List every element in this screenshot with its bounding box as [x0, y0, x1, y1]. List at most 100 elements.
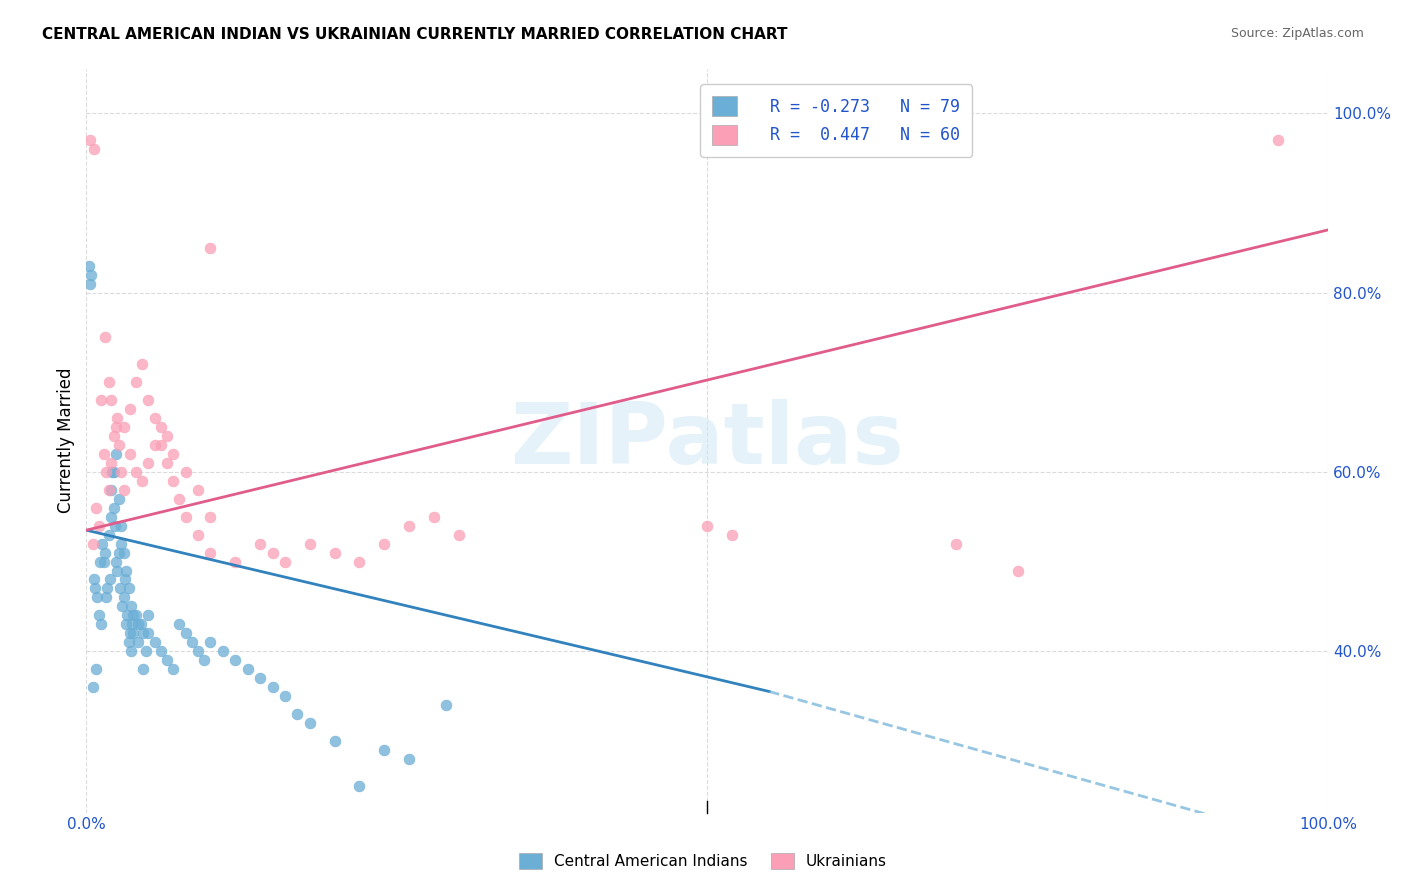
Point	[105, 555, 128, 569]
Point	[89, 555, 111, 569]
Point	[200, 241, 222, 255]
Point	[93, 555, 115, 569]
Point	[200, 509, 222, 524]
Point	[262, 680, 284, 694]
Point	[129, 617, 152, 632]
Point	[149, 644, 172, 658]
Point	[156, 653, 179, 667]
Point	[83, 573, 105, 587]
Point	[97, 527, 120, 541]
Point	[120, 644, 142, 658]
Point	[132, 626, 155, 640]
Point	[108, 582, 131, 596]
Point	[84, 662, 107, 676]
Point	[349, 555, 371, 569]
Point	[107, 545, 129, 559]
Point	[77, 259, 100, 273]
Point	[103, 429, 125, 443]
Point	[138, 456, 160, 470]
Point	[156, 456, 179, 470]
Point	[120, 599, 142, 614]
Point	[398, 518, 420, 533]
Point	[94, 545, 117, 559]
Point	[100, 509, 122, 524]
Point	[87, 608, 110, 623]
Point	[212, 644, 235, 658]
Point	[80, 268, 103, 282]
Point	[117, 582, 139, 596]
Point	[423, 509, 446, 524]
Point	[287, 706, 309, 721]
Y-axis label: Currently Married: Currently Married	[58, 368, 75, 513]
Point	[143, 635, 166, 649]
Point	[103, 500, 125, 515]
Point	[349, 779, 371, 793]
Point	[98, 573, 121, 587]
Legend:   R = -0.273   N = 79,   R =  0.447   N = 60: R = -0.273 N = 79, R = 0.447 N = 60	[700, 84, 972, 157]
Point	[323, 734, 346, 748]
Point	[110, 536, 132, 550]
Point	[249, 536, 271, 550]
Point	[131, 474, 153, 488]
Point	[143, 411, 166, 425]
Point	[97, 376, 120, 390]
Point	[125, 465, 148, 479]
Point	[110, 518, 132, 533]
Point	[298, 715, 321, 730]
Point	[180, 635, 202, 649]
Point	[117, 635, 139, 649]
Point	[90, 617, 112, 632]
Point	[436, 698, 458, 712]
Point	[149, 438, 172, 452]
Point	[945, 536, 967, 550]
Point	[1007, 564, 1029, 578]
Point	[447, 527, 470, 541]
Point	[122, 626, 145, 640]
Point	[1267, 133, 1289, 147]
Point	[162, 447, 184, 461]
Point	[127, 617, 149, 632]
Text: Source: ZipAtlas.com: Source: ZipAtlas.com	[1230, 27, 1364, 40]
Point	[149, 420, 172, 434]
Point	[96, 465, 118, 479]
Point	[107, 438, 129, 452]
Point	[138, 626, 160, 640]
Point	[721, 527, 744, 541]
Point	[107, 491, 129, 506]
Point	[104, 518, 127, 533]
Point	[162, 662, 184, 676]
Point	[96, 591, 118, 605]
Point	[112, 591, 135, 605]
Point	[696, 518, 718, 533]
Point	[90, 393, 112, 408]
Point	[127, 635, 149, 649]
Point	[117, 608, 139, 623]
Point	[174, 626, 197, 640]
Point	[118, 447, 141, 461]
Point	[82, 680, 104, 694]
Point	[112, 545, 135, 559]
Point	[100, 456, 122, 470]
Point	[125, 608, 148, 623]
Point	[84, 582, 107, 596]
Point	[87, 518, 110, 533]
Point	[169, 617, 191, 632]
Point	[224, 653, 246, 667]
Point	[274, 555, 297, 569]
Point	[111, 599, 134, 614]
Point	[100, 393, 122, 408]
Point	[200, 545, 222, 559]
Point	[122, 608, 145, 623]
Point	[121, 617, 143, 632]
Point	[96, 582, 118, 596]
Point	[105, 564, 128, 578]
Point	[174, 465, 197, 479]
Point	[143, 438, 166, 452]
Point	[114, 573, 136, 587]
Point	[298, 536, 321, 550]
Text: ZIPatlas: ZIPatlas	[510, 399, 904, 482]
Point	[162, 474, 184, 488]
Point	[82, 536, 104, 550]
Point	[84, 500, 107, 515]
Point	[101, 465, 124, 479]
